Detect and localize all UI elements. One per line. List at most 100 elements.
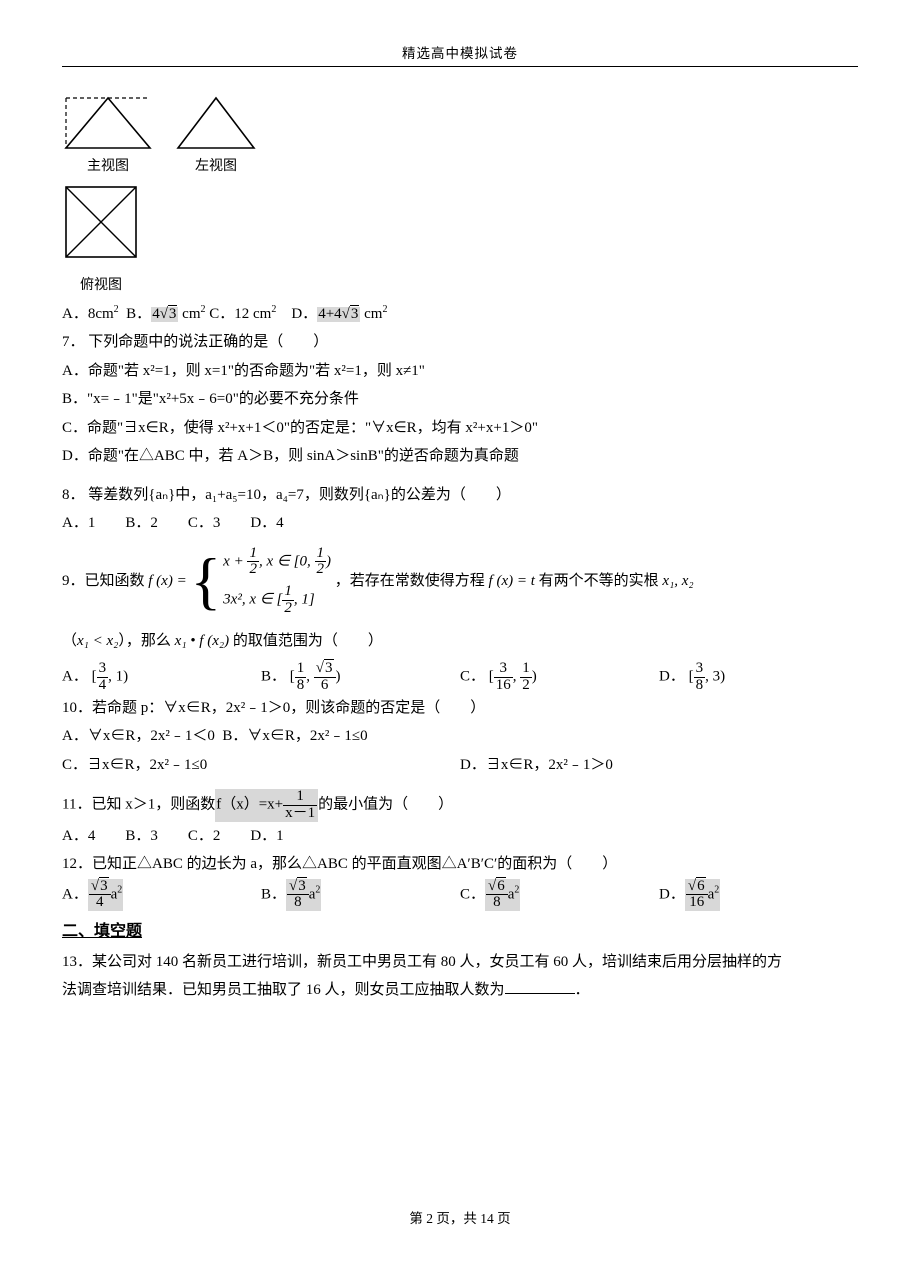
q8-opts: A．1 B．2 C．3 D．4 [62, 509, 858, 538]
q6-c-sup: 2 [271, 304, 276, 315]
q13-line1: 13．某公司对 140 名新员工进行培训，新员工中男员工有 80 人，女员工有 … [62, 948, 858, 977]
q9-post1: ，若存在常数使得方程 [335, 573, 489, 589]
q13-line2: 法调查培训结果．已知男员工抽取了 16 人，则女员工应抽取人数为 ． [62, 976, 858, 1005]
q9-l2c: 的取值范围为（ ） [229, 633, 383, 649]
left-view-label: 左视图 [174, 154, 258, 181]
q9-opt-d: D． [38, 3) [659, 661, 858, 694]
q9D-r: , 3) [705, 669, 725, 685]
q9-cond: x₁ < x₂ [77, 633, 118, 649]
q12-options: A．√34a2 B．√38a2 C．√68a2 D．√616a2 [62, 879, 858, 912]
q9C-d1: 16 [494, 678, 513, 694]
q9-r2a: 3x², x ∈ [ [223, 592, 282, 608]
q11-den: x－1 [283, 806, 317, 822]
q9B-d2: 6 [314, 678, 336, 694]
q9C-n2: 1 [520, 661, 532, 678]
q9A-label: A． [62, 669, 88, 685]
q9A-d: 4 [97, 678, 109, 694]
header-rule [62, 66, 858, 67]
q11-num: 1 [283, 789, 317, 806]
q9C-label: C． [460, 669, 485, 685]
q6-c-val: 12 cm [234, 306, 271, 322]
q12-a: A．√34a2 [62, 879, 261, 912]
q6-b-sup: 2 [201, 304, 206, 315]
q12-c: C．√68a2 [460, 879, 659, 912]
q11-stem: 11．已知 x＞1，则函数f（x）=x+1x－1的最小值为（ ） [62, 789, 858, 822]
q12-d: D．√616a2 [659, 879, 858, 912]
left-view-block: 左视图 [174, 92, 258, 181]
q10-row1: A．∀x∈R，2x²﹣1＜0 B．∀x∈R，2x²﹣1≤0 [62, 722, 858, 751]
q6-a-val: 8cm [88, 306, 114, 322]
q9C-d2: 2 [520, 678, 532, 694]
q9D-n: 3 [694, 661, 706, 678]
q9-roots: x₁, x₂ [662, 573, 693, 589]
main-view-triangle [62, 92, 154, 152]
q9-stem-pre: 9．已知函数 [62, 573, 148, 589]
q12C-d: 8 [486, 895, 508, 911]
q9B-n1: 1 [295, 661, 307, 678]
q10-b: B．∀x∈R，2x²﹣1≤0 [222, 728, 367, 744]
q7-d: D．命题"在△ABC 中，若 A＞B，则 sinA＞sinB"的逆否命题为真命题 [62, 442, 858, 471]
q9-r1b: , x ∈ [0, [259, 553, 315, 569]
q9-post2: 有两个不等的实根 [539, 573, 663, 589]
q12B-label: B． [261, 886, 286, 902]
q6-b-label: B． [126, 306, 151, 322]
q11-opts: A．4 B．3 C．2 D．1 [62, 822, 858, 851]
q12-b: B．√38a2 [261, 879, 460, 912]
q8-stem: 8． 等差数列{aₙ}中，a₁+a₅=10，a₄=7，则数列{aₙ}的公差为（ … [62, 481, 858, 510]
q13-l2a: 法调查培训结果．已知男员工抽取了 16 人，则女员工应抽取人数为 [62, 982, 505, 998]
top-view-block: 俯视图 [62, 183, 858, 300]
footer-total: 14 [480, 1211, 494, 1226]
q9-r2b: , 1] [294, 592, 315, 608]
q12A-label: A． [62, 886, 88, 902]
q6-c-label: C． [209, 306, 234, 322]
q9-stem: 9．已知函数 f (x) = { x + 12, x ∈ [0, 12) 3x²… [62, 546, 858, 617]
section-2-title: 二、填空题 [62, 917, 858, 947]
page-header: 精选高中模拟试卷 [0, 42, 920, 62]
page-content: 主视图 左视图 俯视图 A．8cm2 [62, 92, 858, 1005]
footer-page: 2 [426, 1211, 433, 1226]
q9-l2a: （ [62, 633, 77, 649]
q9-eq: f (x) = t [489, 573, 535, 589]
q6-b-unit: cm [178, 306, 200, 322]
q9-opt-a: A． [34, 1) [62, 661, 261, 694]
q6-d-label: D． [291, 306, 317, 322]
q9C-n1: 3 [494, 661, 513, 678]
main-view-label: 主视图 [62, 154, 154, 181]
top-view-square [62, 183, 140, 261]
q9-opt-c: C． [316, 12) [460, 661, 659, 694]
q9C-m: , [513, 669, 521, 685]
q9B-label: B． [261, 669, 286, 685]
q10-c: C．∃x∈R，2x²﹣1≤0 [62, 751, 460, 780]
q9-r1c: ) [326, 553, 331, 569]
q13-l2b: ． [575, 982, 590, 998]
footer-prefix: 第 [409, 1211, 426, 1226]
q6-b-expr: 4√3 [151, 307, 178, 322]
q11-fx-text: f（x）=x+ [216, 797, 283, 813]
q11-post: 的最小值为（ ） [318, 797, 453, 813]
q9A-r: , 1) [108, 669, 128, 685]
q12D-label: D． [659, 886, 685, 902]
q6-options: A．8cm2 B．4√3 cm2 C．12 cm2 D．4+4√3 cm2 [62, 300, 858, 329]
q10-a: A．∀x∈R，2x²﹣1＜0 [62, 728, 215, 744]
q9B-m: , [306, 669, 314, 685]
q9-line2: （x₁ < x₂），那么 x₁ • f (x₂) 的取值范围为（ ） [62, 627, 858, 656]
q9B-d1: 8 [295, 678, 307, 694]
q9D-label: D． [659, 669, 685, 685]
q6-d-sup: 2 [382, 304, 387, 315]
q9B-r: ) [336, 669, 341, 685]
q9-piecewise: { x + 12, x ∈ [0, 12) 3x², x ∈ [12, 1] [190, 546, 331, 617]
q12B-d: 8 [287, 895, 309, 911]
footer-mid: 页，共 [433, 1211, 480, 1226]
main-view-block: 主视图 [62, 92, 154, 181]
q7-a: A．命题"若 x²=1，则 x=1"的否命题为"若 x²=1，则 x≠1" [62, 357, 858, 386]
q9-opt-b: B． [18, √36) [261, 661, 460, 694]
q7-b: B．"x=﹣1"是"x²+5x﹣6=0"的必要不充分条件 [62, 385, 858, 414]
q9A-n: 3 [97, 661, 109, 678]
q9-r1a: x + [223, 553, 247, 569]
q7-stem: 7． 下列命题中的说法正确的是（ ） [62, 328, 858, 357]
q9-l2b: ），那么 [118, 633, 174, 649]
q10-row2: C．∃x∈R，2x²﹣1≤0 D．∃x∈R，2x²﹣1＞0 [62, 751, 858, 780]
q12C-label: C． [460, 886, 485, 902]
q6-a-sup: 2 [114, 304, 119, 315]
top-view-label: 俯视图 [62, 273, 140, 300]
